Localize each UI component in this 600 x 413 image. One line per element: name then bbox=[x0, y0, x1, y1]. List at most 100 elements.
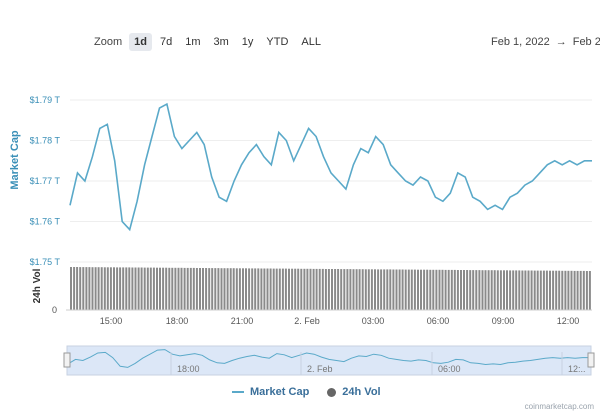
volume-bar bbox=[573, 270, 576, 310]
x-tick-label: 15:00 bbox=[100, 316, 123, 326]
legend-label-market-cap: Market Cap bbox=[250, 386, 310, 398]
volume-bar bbox=[435, 269, 438, 310]
volume-bar bbox=[312, 268, 315, 310]
volume-bar bbox=[195, 268, 198, 310]
volume-bar bbox=[380, 269, 383, 310]
volume-bar bbox=[309, 268, 312, 310]
volume-bar bbox=[377, 269, 380, 310]
volume-bar bbox=[585, 271, 588, 310]
volume-bar bbox=[76, 267, 79, 310]
volume-bar bbox=[159, 267, 161, 310]
volume-bar bbox=[284, 268, 287, 310]
date-range-from[interactable]: Feb 1, 2022 bbox=[491, 36, 550, 48]
volume-bar bbox=[358, 269, 361, 310]
legend-item-market-cap[interactable]: Market Cap bbox=[232, 386, 309, 398]
zoom-button-1y[interactable]: 1y bbox=[241, 36, 254, 48]
volume-bar bbox=[493, 270, 496, 310]
volume-bar bbox=[518, 270, 521, 310]
volume-bar bbox=[146, 267, 149, 310]
volume-bar bbox=[389, 269, 392, 310]
volume-bar bbox=[484, 270, 487, 310]
volume-bar bbox=[180, 267, 183, 310]
volume-bar bbox=[254, 268, 257, 310]
vol-axis-label: 24h Vol bbox=[32, 268, 43, 303]
zoom-button-7d[interactable]: 7d bbox=[159, 36, 173, 48]
volume-bar bbox=[288, 268, 290, 310]
volume-bar bbox=[128, 267, 131, 310]
volume-bar bbox=[278, 268, 281, 310]
x-tick-label: 2. Feb bbox=[294, 316, 320, 326]
navigator-handle-left[interactable] bbox=[63, 352, 71, 368]
navigator-tick-label: 2. Feb bbox=[307, 364, 333, 374]
volume-bar bbox=[171, 267, 174, 310]
volume-bar bbox=[346, 269, 349, 310]
navigator-line bbox=[67, 349, 590, 368]
volume-bar bbox=[487, 270, 490, 310]
volume-bar bbox=[318, 268, 321, 310]
volume-bar bbox=[140, 267, 143, 310]
volume-bar bbox=[499, 270, 502, 310]
volume-bar bbox=[420, 269, 422, 310]
volume-bar bbox=[555, 270, 558, 310]
volume-bar bbox=[490, 270, 493, 310]
volume-bar bbox=[232, 268, 235, 310]
y-tick-label: $1.78 T bbox=[30, 136, 61, 146]
volume-bar bbox=[570, 270, 573, 310]
legend-item-vol[interactable]: 24h Vol bbox=[327, 386, 381, 398]
volume-bar bbox=[404, 269, 407, 310]
navigator-background[interactable] bbox=[66, 345, 592, 376]
date-range-to[interactable]: Feb 2, 2022 bbox=[572, 36, 600, 48]
volume-bar bbox=[567, 270, 570, 310]
y-tick-label: $1.76 T bbox=[30, 217, 61, 227]
volume-bar bbox=[545, 270, 548, 310]
volume-bar bbox=[472, 270, 475, 310]
volume-bar bbox=[579, 270, 582, 310]
navigator-handle-right[interactable] bbox=[587, 352, 595, 368]
volume-bar bbox=[162, 267, 165, 310]
watermark: coinmarketcap.com bbox=[524, 402, 594, 411]
volume-bar bbox=[242, 268, 244, 310]
volume-bar bbox=[383, 269, 386, 310]
volume-bar bbox=[220, 268, 223, 310]
x-tick-label: 21:00 bbox=[231, 316, 254, 326]
volume-bar bbox=[272, 268, 275, 310]
volume-bars bbox=[70, 267, 591, 310]
zoom-button-all[interactable]: ALL bbox=[301, 36, 321, 48]
volume-bar bbox=[429, 269, 432, 310]
legend-label-vol: 24h Vol bbox=[342, 386, 381, 398]
volume-bar bbox=[530, 270, 533, 310]
volume-bar bbox=[177, 267, 180, 310]
volume-bar bbox=[106, 267, 109, 310]
volume-bar bbox=[549, 270, 551, 310]
volume-bar bbox=[453, 269, 456, 310]
x-tick-label: 06:00 bbox=[427, 316, 450, 326]
volume-bar bbox=[257, 268, 260, 310]
volume-bar bbox=[361, 269, 364, 310]
volume-bar bbox=[367, 269, 370, 310]
volume-bar bbox=[407, 269, 410, 310]
volume-bar bbox=[552, 270, 555, 310]
volume-bar bbox=[103, 267, 106, 310]
volume-bar bbox=[109, 267, 112, 310]
x-tick-label: 12:00 bbox=[557, 316, 580, 326]
volume-bar bbox=[238, 268, 241, 310]
market-cap-line bbox=[69, 102, 592, 232]
volume-bar bbox=[506, 270, 508, 310]
volume-bar bbox=[315, 268, 318, 310]
volume-bar bbox=[217, 268, 220, 310]
volume-bar bbox=[413, 269, 416, 310]
zoom-button-1m[interactable]: 1m bbox=[185, 36, 201, 48]
volume-bar bbox=[79, 267, 82, 310]
zoom-button-1d[interactable]: 1d bbox=[129, 33, 152, 51]
navigator-ticks: 18:00 2. Feb 06:00 12:.. bbox=[170, 352, 586, 375]
volume-bar bbox=[370, 269, 373, 310]
zoom-button-3m[interactable]: 3m bbox=[213, 36, 229, 48]
zoom-button-ytd[interactable]: YTD bbox=[266, 36, 289, 48]
volume-bar bbox=[475, 270, 478, 310]
x-tick-label: 09:00 bbox=[492, 316, 515, 326]
volume-bar bbox=[349, 269, 352, 310]
volume-bar bbox=[156, 267, 158, 310]
volume-bar bbox=[460, 270, 462, 310]
volume-bar bbox=[229, 268, 232, 310]
